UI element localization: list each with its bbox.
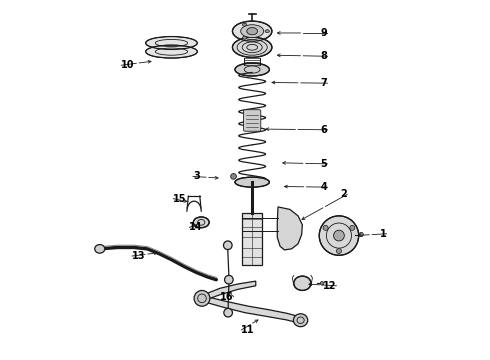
Ellipse shape: [243, 36, 247, 39]
Ellipse shape: [350, 225, 355, 230]
FancyBboxPatch shape: [244, 110, 261, 131]
Text: 14: 14: [190, 222, 203, 232]
Ellipse shape: [224, 275, 233, 284]
Ellipse shape: [235, 63, 270, 76]
Ellipse shape: [265, 30, 270, 33]
Polygon shape: [202, 281, 256, 301]
FancyBboxPatch shape: [242, 213, 262, 265]
Text: 8: 8: [320, 51, 327, 61]
Ellipse shape: [337, 248, 342, 253]
Ellipse shape: [235, 177, 270, 187]
Ellipse shape: [294, 314, 308, 327]
Ellipse shape: [232, 37, 272, 57]
Ellipse shape: [231, 174, 236, 179]
Ellipse shape: [241, 25, 264, 38]
Ellipse shape: [247, 28, 258, 35]
Ellipse shape: [95, 244, 105, 253]
Text: 10: 10: [122, 60, 135, 70]
Text: 15: 15: [173, 194, 187, 204]
Ellipse shape: [194, 217, 209, 228]
Text: 1: 1: [380, 229, 387, 239]
Ellipse shape: [334, 230, 344, 241]
Text: 16: 16: [220, 292, 234, 302]
Ellipse shape: [223, 241, 232, 249]
Ellipse shape: [232, 21, 272, 41]
Polygon shape: [277, 207, 302, 250]
Text: 4: 4: [321, 182, 327, 192]
Ellipse shape: [320, 282, 324, 285]
Ellipse shape: [319, 216, 359, 255]
Ellipse shape: [224, 309, 232, 317]
Ellipse shape: [146, 37, 197, 49]
Ellipse shape: [243, 23, 247, 26]
Text: 6: 6: [321, 125, 327, 135]
Text: 12: 12: [323, 281, 337, 291]
Text: 11: 11: [242, 325, 255, 335]
Ellipse shape: [323, 225, 328, 230]
Text: 2: 2: [341, 189, 347, 199]
Polygon shape: [202, 296, 300, 323]
Ellipse shape: [359, 232, 364, 237]
Text: 5: 5: [321, 159, 327, 169]
Ellipse shape: [146, 45, 197, 58]
Text: 9: 9: [321, 28, 327, 38]
Text: 7: 7: [321, 78, 327, 88]
Text: 3: 3: [193, 171, 200, 181]
Ellipse shape: [294, 276, 311, 291]
Ellipse shape: [194, 291, 210, 306]
Text: 13: 13: [132, 251, 146, 261]
